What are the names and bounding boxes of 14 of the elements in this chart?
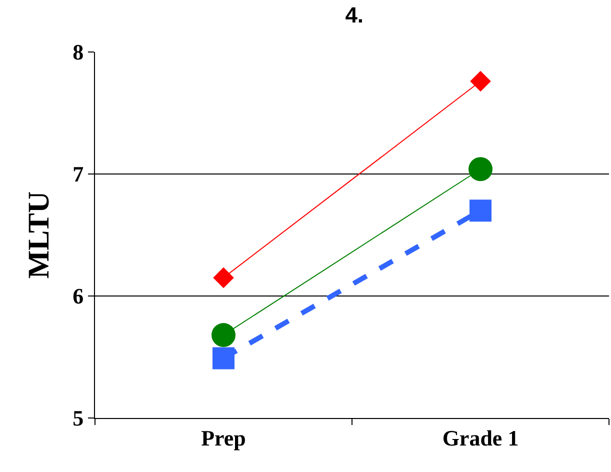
point xyxy=(213,267,234,288)
x-tick-label: Prep xyxy=(201,425,246,450)
y-axis-title: MLTU xyxy=(22,191,56,279)
chart-title: 4. xyxy=(345,2,364,28)
y-tick-label: 6 xyxy=(72,284,84,309)
point xyxy=(212,347,234,370)
x-tick-label: Grade 1 xyxy=(442,425,519,450)
y-tick-label: 7 xyxy=(72,162,84,187)
point xyxy=(468,157,492,182)
point xyxy=(212,323,236,348)
y-tick-label: 5 xyxy=(72,406,84,431)
point xyxy=(470,70,491,92)
y-tick-label: 8 xyxy=(72,40,84,65)
point xyxy=(470,200,492,222)
